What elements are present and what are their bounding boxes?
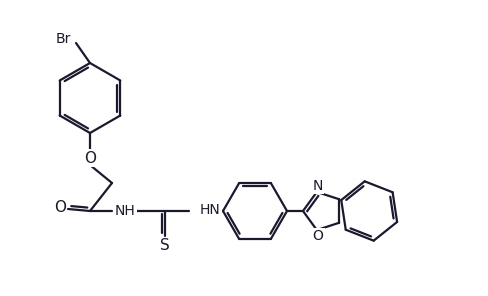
Text: S: S	[160, 239, 170, 253]
Text: O: O	[312, 229, 323, 243]
Text: HN: HN	[200, 203, 221, 217]
Text: O: O	[84, 150, 96, 165]
Text: O: O	[54, 200, 66, 215]
Text: N: N	[313, 179, 323, 193]
Text: NH: NH	[115, 204, 135, 218]
Text: Br: Br	[55, 32, 71, 46]
